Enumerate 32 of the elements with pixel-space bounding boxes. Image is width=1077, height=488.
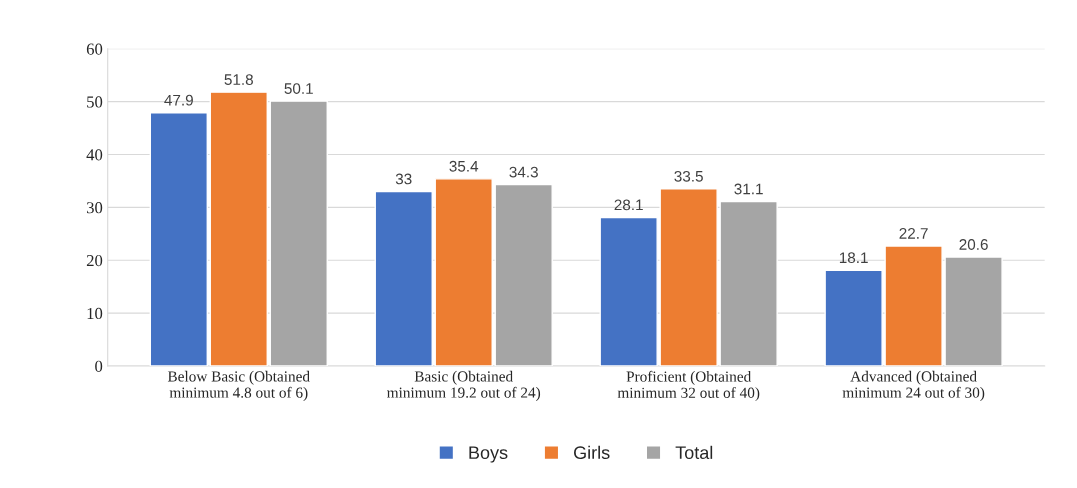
bar [209, 91, 268, 366]
data-label: 47.9 [164, 94, 193, 106]
bar [269, 100, 328, 366]
legend-label: Girls [574, 445, 610, 460]
y-tick-label: 60 [86, 43, 103, 55]
bar [434, 178, 493, 366]
data-label: 33 [395, 173, 412, 185]
y-tick-label: 50 [87, 96, 103, 108]
bar [374, 190, 433, 366]
x-tick-label: Proficient (Obtained minimum 32 out of 40) [617, 370, 760, 402]
x-tick-label: Advanced (Obtained minimum 24 out of 30) [842, 370, 985, 401]
y-tick-label: 30 [86, 202, 103, 214]
legend-label: Total [675, 445, 713, 460]
data-label: 22.7 [899, 227, 928, 239]
data-label: 18.1 [839, 252, 868, 264]
data-label: 34.3 [509, 166, 538, 178]
data-label: 20.6 [959, 239, 988, 250]
data-label: 33.5 [674, 170, 703, 182]
legend-label: Boys [469, 446, 508, 463]
bar [494, 183, 553, 366]
x-tick-label: Basic (Obtained minimum 19.2 out of 24) [387, 370, 541, 401]
data-label: 50.1 [284, 83, 313, 94]
y-tick-label: 0 [95, 360, 103, 372]
y-tick-label: 10 [87, 307, 103, 320]
x-tick-label: Below Basic (Obtained minimum 4.8 out of 6) [167, 370, 310, 401]
data-label: 31.1 [734, 183, 763, 195]
data-label: 51.8 [224, 74, 253, 85]
data-label: 35.4 [449, 160, 479, 172]
bar [149, 112, 208, 366]
data-label: 28.1 [614, 199, 643, 211]
y-tick-label: 20 [86, 254, 103, 267]
y-tick-label: 40 [86, 149, 103, 161]
